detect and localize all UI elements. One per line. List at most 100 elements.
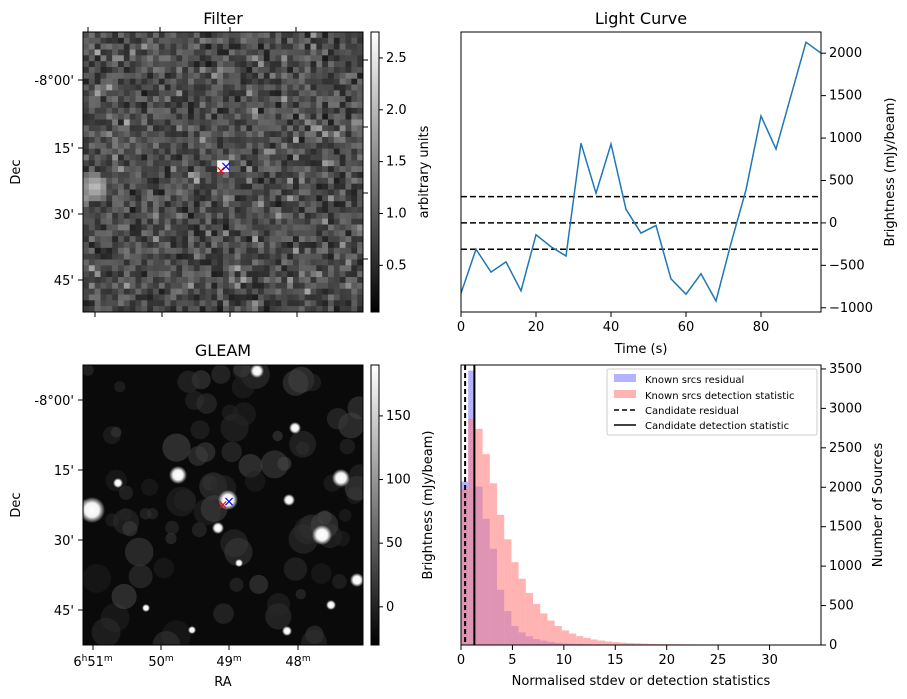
x-tick-label: 0	[457, 320, 465, 335]
x-tick-label: 0	[457, 653, 465, 668]
light-curve-xlabel: Time (s)	[614, 342, 668, 357]
y-tick-label: 3000	[829, 401, 862, 416]
detection-bar	[561, 630, 569, 645]
colorbar-tick-label: 150	[386, 409, 411, 424]
detection-bar	[576, 636, 584, 645]
gleam-xlabel: RA	[214, 675, 232, 690]
x-tick-label: 20	[658, 653, 675, 668]
light-curve-ylabel: Brightness (mJy/beam)	[883, 98, 898, 247]
detection-bar	[648, 643, 656, 645]
colorbar-tick-label: 2.5	[386, 51, 407, 66]
gleam-colorbar-gradient	[370, 364, 380, 646]
detection-bar	[504, 539, 512, 645]
y-tick-label: 2000	[829, 46, 862, 61]
gleam-markers: × ×	[218, 494, 235, 513]
filter-dec-tick: 30'	[54, 208, 74, 223]
histogram-ylabel: Number of Sources	[871, 443, 886, 568]
light-curve-frame	[460, 31, 822, 313]
legend-label: Known srcs detection statistic	[645, 391, 794, 402]
gleam-ra-tick: 50m	[148, 654, 173, 670]
legend-swatch-residual	[614, 374, 636, 382]
gleam-image	[83, 365, 363, 645]
detection-bar	[619, 642, 627, 645]
y-tick-label: 3500	[829, 362, 862, 377]
y-tick-label: −500	[829, 258, 865, 273]
y-tick-label: 2500	[829, 441, 862, 456]
legend-label: Candidate detection statistic	[645, 421, 789, 432]
detection-bar	[583, 637, 591, 645]
y-tick-label: 500	[829, 173, 854, 188]
gleam-panel: GLEAM Dec -8°00' 15' 30' 45' 6h51m 50m 4…	[9, 341, 436, 690]
filter-title: Filter	[203, 9, 243, 28]
colorbar-tick-label: 50	[386, 536, 403, 551]
y-tick-label: 1000	[829, 131, 862, 146]
detection-bar	[633, 643, 641, 645]
light-curve-title: Light Curve	[595, 9, 687, 28]
colorbar-tick-label: 0	[386, 600, 394, 615]
legend-box	[606, 368, 818, 436]
gleam-ra-tick: 49m	[216, 654, 241, 670]
filter-dec-tick: 15'	[54, 142, 74, 157]
detection-bar	[482, 454, 490, 645]
detection-bar	[511, 562, 519, 645]
detection-bar	[605, 641, 613, 645]
filter-colorbar-gradient	[370, 31, 380, 313]
detection-bar	[612, 642, 620, 645]
filter-image	[83, 32, 363, 312]
blue-cross-marker: ×	[220, 159, 232, 175]
x-tick-label: 30	[761, 653, 778, 668]
red-cross-marker: ×	[218, 498, 229, 513]
detection-bar	[655, 643, 663, 645]
histogram-legend: Known srcs residual Known srcs detection…	[606, 368, 818, 436]
y-tick-label: 1000	[829, 559, 862, 574]
gleam-ra-ticks: 6h51m 50m 49m 48m	[73, 645, 311, 670]
filter-markers: × ×	[216, 159, 232, 179]
x-tick-label: 40	[603, 320, 620, 335]
x-tick-label: 25	[710, 653, 727, 668]
detection-bar	[489, 483, 497, 645]
colorbar-tick-label: 1.0	[386, 206, 407, 221]
histogram-panel: 0 5 10 15 20 25 30 0 500 1000 1500 2000 2500 3000 3500…	[457, 362, 886, 689]
y-tick-label: 0	[829, 638, 837, 653]
y-tick-label: −1000	[829, 301, 873, 316]
gleam-frame	[82, 364, 364, 646]
detection-bar	[547, 620, 555, 645]
filter-dec-ticks: -8°00' 15' 30' 45'	[34, 27, 298, 317]
detection-bar	[468, 418, 476, 645]
x-tick-label: 20	[528, 320, 545, 335]
x-tick-label: 80	[753, 320, 770, 335]
filter-colorbar-label: arbitrary units	[417, 125, 432, 218]
y-tick-label: 1500	[829, 520, 862, 535]
y-tick-label: 0	[829, 216, 837, 231]
detection-bar	[540, 613, 548, 645]
detection-bar	[518, 578, 526, 645]
legend-label: Candidate residual	[645, 406, 739, 417]
x-tick-label: 10	[556, 653, 573, 668]
gleam-ra-tick: 6h51m	[73, 654, 112, 670]
detection-bar	[590, 639, 598, 645]
gleam-ylabel: Dec	[9, 492, 24, 517]
filter-dec-tick: -8°00'	[34, 74, 74, 89]
filter-frame	[82, 31, 364, 313]
gleam-title: GLEAM	[195, 341, 251, 360]
detection-bar	[626, 643, 634, 645]
y-tick-label: 1500	[829, 89, 862, 104]
filter-dec-tick: 45'	[54, 274, 74, 289]
detection-bar	[533, 603, 541, 645]
gleam-dec-tick: 30'	[54, 534, 74, 549]
gleam-dec-tick: 45'	[54, 604, 74, 619]
light-curve-series	[461, 40, 821, 304]
histogram-xlabel: Normalised stdev or detection statistics	[512, 674, 771, 689]
detection-bar	[597, 640, 605, 645]
gleam-ra-tick: 48m	[285, 654, 310, 670]
x-tick-label: 60	[678, 320, 695, 335]
colorbar-tick-label: 0.5	[386, 258, 407, 273]
gleam-colorbar-label: Brightness (mJy/beam)	[421, 431, 436, 580]
light-curve-panel: Light Curve 0 20 40 60 80 −1000 −500 0 500 1000 15…	[457, 9, 898, 357]
detection-bar	[554, 626, 562, 645]
colorbar-tick-label: 100	[386, 473, 411, 488]
histogram-frame	[460, 364, 822, 646]
filter-colorbar: 0.5 1.0 1.5 2.0 2.5 arbitrary units	[363, 31, 432, 313]
legend-swatch-detection	[614, 390, 636, 398]
